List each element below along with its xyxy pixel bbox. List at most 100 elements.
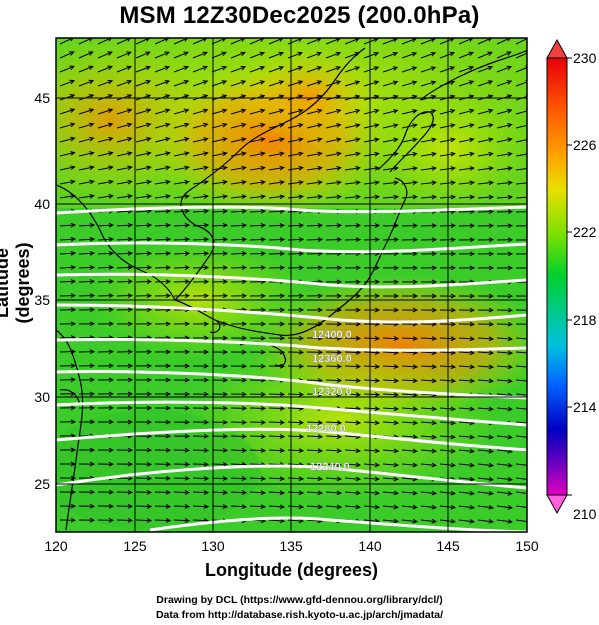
wind-arrow	[249, 109, 265, 115]
wind-arrow	[458, 337, 475, 340]
wind-arrow	[192, 38, 207, 45]
wind-arrow-head	[222, 165, 228, 171]
wind-arrow-head	[203, 208, 210, 214]
wind-arrow	[325, 449, 342, 452]
wind-arrow-head	[488, 364, 495, 370]
wind-arrow-head	[165, 349, 172, 355]
wind-arrow-head	[393, 137, 399, 143]
wind-arrow-head	[70, 279, 77, 284]
wind-arrow	[154, 109, 170, 115]
wind-arrow-head	[89, 419, 96, 425]
wind-arrow-head	[298, 151, 304, 157]
wind-arrow-head	[222, 433, 229, 439]
wind-arrow-head	[336, 293, 343, 299]
wind-arrow	[344, 224, 361, 227]
wind-arrow-head	[260, 349, 267, 355]
wind-arrow	[192, 252, 209, 255]
wind-arrow	[116, 238, 133, 241]
wind-arrow-head	[241, 363, 248, 369]
wind-arrow	[230, 491, 247, 494]
wind-arrow	[401, 421, 418, 424]
wind-arrow-head	[241, 321, 248, 327]
wind-arrow-head	[393, 378, 400, 384]
wind-arrow-head	[222, 321, 229, 327]
wind-arrow-head	[317, 420, 324, 425]
wind-arrow-head	[412, 406, 419, 412]
wind-arrow-head	[317, 137, 323, 143]
wind-arrow	[477, 109, 493, 115]
wind-arrow	[515, 379, 527, 382]
y-tick-label: 25	[34, 476, 50, 492]
wind-arrow-head	[488, 448, 495, 454]
wind-arrow	[192, 138, 208, 143]
wind-arrow-head	[336, 265, 343, 271]
wind-arrow-head	[393, 406, 400, 412]
wind-arrow-head	[183, 51, 189, 57]
wind-arrow-head	[165, 447, 172, 453]
wind-arrow-head	[184, 504, 191, 509]
wind-arrow-head	[469, 336, 476, 342]
wind-arrow-head	[108, 447, 115, 453]
wind-arrow-head	[431, 434, 438, 440]
wind-arrow-head	[431, 237, 438, 243]
wind-arrow-head	[222, 363, 229, 369]
x-tick-label: 145	[436, 538, 460, 554]
wind-arrow	[192, 181, 208, 185]
wind-arrow	[230, 123, 246, 129]
wind-arrow	[458, 491, 474, 495]
wind-arrow-head	[469, 123, 475, 128]
wind-arrow	[382, 365, 399, 368]
wind-arrow	[515, 110, 527, 115]
wind-arrow-head	[374, 237, 381, 243]
wind-arrow-head	[88, 136, 95, 142]
wind-arrow	[363, 109, 379, 115]
wind-arrow-head	[469, 307, 476, 313]
wind-arrow-head	[165, 251, 172, 256]
wind-arrow-head	[469, 476, 476, 482]
wind-arrow-head	[279, 165, 285, 171]
wind-arrow	[306, 421, 323, 424]
wind-arrow	[401, 407, 418, 410]
x-tick-label: 125	[123, 538, 147, 554]
wind-arrow	[230, 52, 246, 59]
wind-arrow-head	[165, 321, 172, 327]
wind-arrow-head	[355, 123, 361, 128]
wind-arrow	[363, 81, 379, 87]
wind-arrow	[458, 109, 474, 115]
wind-arrow-head	[89, 236, 96, 242]
wind-arrow	[363, 167, 379, 171]
wind-arrow	[268, 224, 285, 227]
wind-arrow	[97, 152, 113, 157]
wind-arrow	[496, 379, 512, 382]
wind-arrow-head	[298, 490, 305, 496]
wind-arrow-head	[411, 80, 418, 86]
wind-arrow-head	[107, 108, 114, 113]
wind-arrow-head	[70, 265, 77, 270]
wind-arrow-head	[184, 279, 191, 285]
wind-arrow	[173, 195, 189, 199]
wind-arrow-head	[336, 123, 342, 128]
wind-arrow-head	[89, 461, 96, 467]
wind-arrow-head	[203, 265, 210, 271]
wind-arrow	[116, 280, 133, 283]
wind-arrow	[211, 238, 228, 241]
wind-arrow-head	[412, 293, 419, 299]
wind-arrow-head	[449, 80, 456, 85]
wind-arrow-head	[488, 350, 495, 356]
wind-arrow	[211, 138, 227, 143]
wind-arrow-head	[108, 179, 114, 185]
wind-arrow-head	[298, 335, 305, 341]
wind-arrow-head	[221, 80, 228, 85]
wind-arrow-head	[279, 123, 285, 128]
wind-arrow-head	[488, 123, 494, 128]
wind-arrow-head	[145, 94, 152, 99]
wind-arrow-head	[89, 489, 96, 495]
wind-arrow	[211, 181, 227, 185]
wind-arrow-head	[317, 448, 324, 454]
wind-arrow	[363, 224, 380, 227]
wind-arrow-head	[336, 420, 343, 426]
wind-arrow-head	[260, 251, 267, 256]
wind-arrow-head	[127, 265, 134, 270]
wind-arrow	[116, 295, 133, 297]
wind-arrow	[287, 421, 304, 424]
